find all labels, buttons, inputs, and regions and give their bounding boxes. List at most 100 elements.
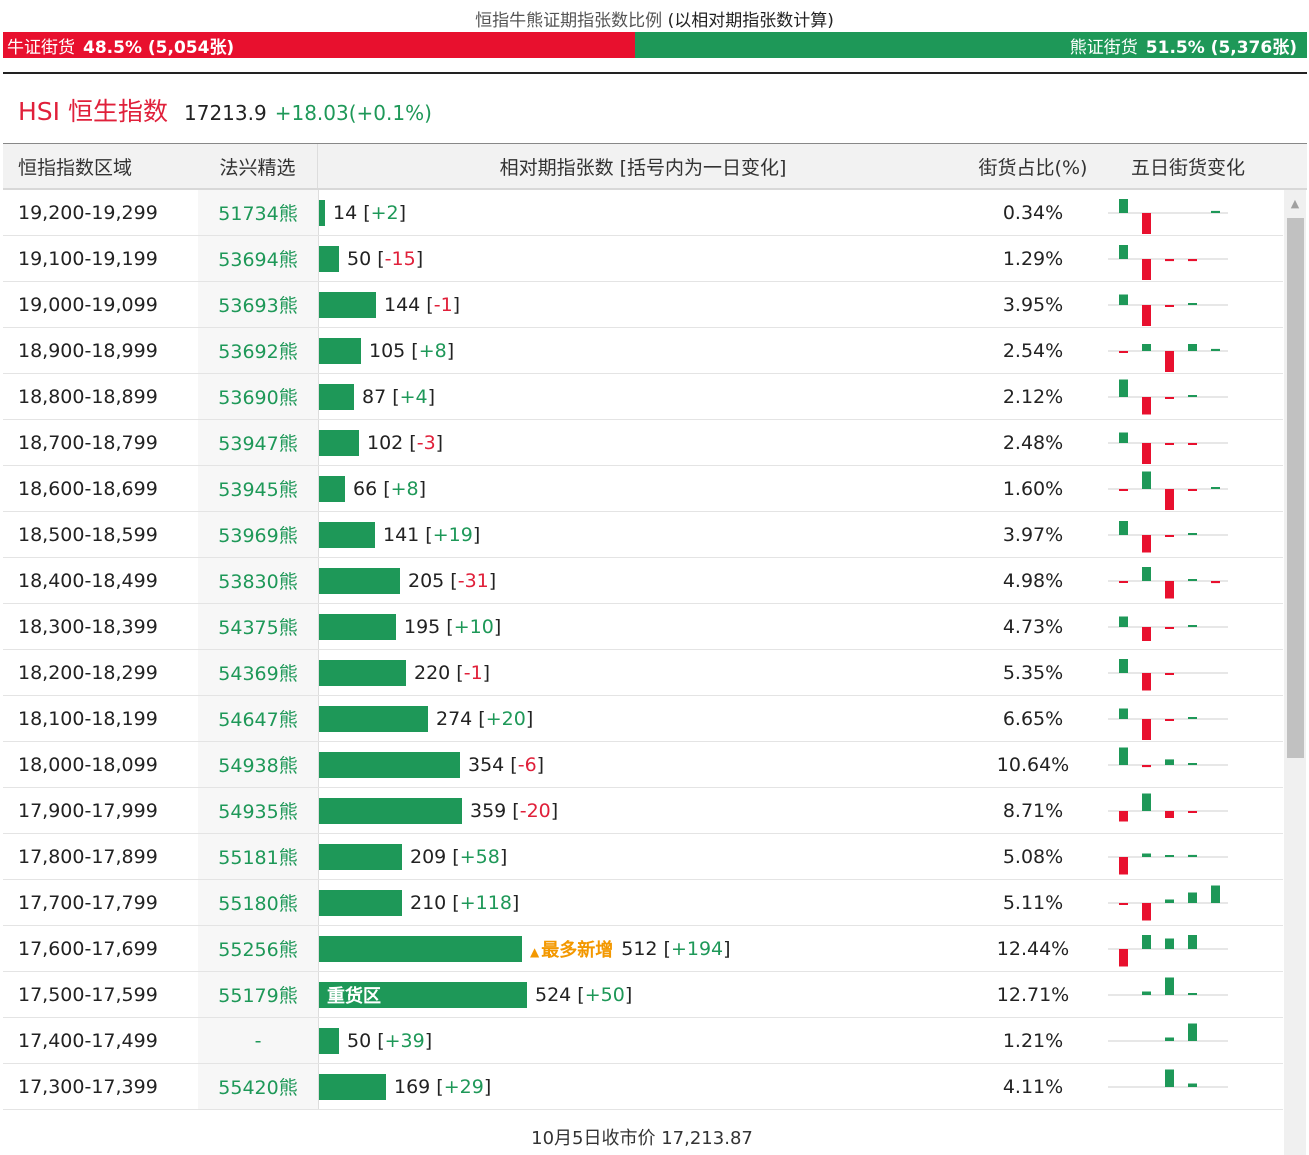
warrant-code-link[interactable]: 54375熊 [198, 604, 318, 649]
spark-bar [1165, 1069, 1174, 1087]
spark-bar [1142, 626, 1151, 641]
warrant-code-link[interactable]: 55420熊 [198, 1064, 318, 1109]
warrant-code-link[interactable]: - [198, 1018, 318, 1063]
five-day-spark [1098, 282, 1283, 327]
spark-bar [1142, 764, 1151, 767]
count-value: 87 [362, 385, 387, 408]
count-delta: +19 [432, 523, 473, 546]
count-bar-cell: 66 [+8] [318, 466, 968, 511]
five-day-spark [1098, 604, 1283, 649]
spark-bar [1165, 580, 1174, 598]
warrant-code-link[interactable]: 55180熊 [198, 880, 318, 925]
warrant-code-link[interactable]: 53947熊 [198, 420, 318, 465]
count-label: 205 [-31] [408, 569, 497, 592]
bull-segment: 牛证街货 48.5% (5,054张) [3, 32, 636, 58]
warrant-code-link[interactable]: 54647熊 [198, 696, 318, 741]
warrant-code-link[interactable]: 53692熊 [198, 328, 318, 373]
share-cell: 4.98% [1002, 569, 1064, 592]
warrant-code-link[interactable]: 54935熊 [198, 788, 318, 833]
five-day-spark [1098, 696, 1283, 741]
count-value: 359 [470, 799, 507, 822]
warrant-code-link[interactable]: 54369熊 [198, 650, 318, 695]
title-main: 恒指牛熊证期指张数比例 [475, 11, 663, 31]
spark-bar [1119, 198, 1128, 213]
scroll-up-arrow-icon[interactable]: ▲ [1290, 196, 1300, 210]
warrant-code-link[interactable]: 54938熊 [198, 742, 318, 787]
spark-bar [1165, 304, 1174, 307]
five-day-spark [1098, 466, 1283, 511]
spark-bar [1142, 902, 1151, 920]
warrant-code-link[interactable]: 55181熊 [198, 834, 318, 879]
five-day-spark [1098, 650, 1283, 695]
count-delta: +4 [399, 385, 428, 408]
count-bar [319, 199, 325, 226]
col-header-5day: 五日街货变化 [1130, 156, 1245, 179]
count-bar [319, 475, 345, 502]
share-cell: 1.21% [1002, 1029, 1064, 1052]
count-delta: -20 [519, 799, 551, 822]
cbbc-table: 恒指指数区域 法兴精选 相对期指张数 [括号内为一日变化] 街货占比(%) 五日… [3, 143, 1307, 1110]
table-row: 17,700-17,799 55180熊 210 [+118] 5.11% [3, 880, 1283, 926]
count-bar-cell: 210 [+118] [318, 880, 968, 925]
share-cell: 2.12% [1002, 385, 1064, 408]
warrant-code-link[interactable]: 53945熊 [198, 466, 318, 511]
count-delta: +58 [459, 845, 500, 868]
range-cell: 18,200-18,299 [18, 661, 158, 684]
spark-bar [1119, 379, 1128, 397]
share-cell: 3.95% [1002, 293, 1064, 316]
bull-label: 牛证街货 [7, 37, 75, 58]
spark-bar [1165, 672, 1174, 675]
range-cell: 19,200-19,299 [18, 201, 158, 224]
count-bar [319, 935, 522, 962]
spark-bar [1165, 258, 1174, 261]
count-value: 512 [621, 937, 658, 960]
scrollbar-thumb[interactable] [1287, 218, 1304, 758]
count-bar-cell: 141 [+19] [318, 512, 968, 557]
spark-bar [1211, 885, 1220, 903]
spark-bar [1119, 708, 1128, 719]
spark-bar [1165, 396, 1174, 399]
count-delta: +194 [670, 937, 724, 960]
table-header: 恒指指数区域 法兴精选 相对期指张数 [括号内为一日变化] 街货占比(%) 五日… [3, 143, 1307, 190]
count-value: 210 [410, 891, 447, 914]
count-bar [319, 521, 375, 548]
spark-bar [1165, 938, 1174, 949]
table-row: 18,900-18,999 53692熊 105 [+8] 2.54% [3, 328, 1283, 374]
share-cell: 4.73% [1002, 615, 1064, 638]
spark-svg [1108, 934, 1228, 966]
warrant-code-link[interactable]: 53969熊 [198, 512, 318, 557]
warrant-code-link[interactable]: 55179熊 [198, 972, 318, 1017]
table-body: 19,200-19,299 51734熊 14 [+2] 0.34% 19,100-19… [3, 190, 1283, 1110]
spark-bar [1188, 810, 1197, 813]
share-cell: 2.54% [1002, 339, 1064, 362]
spark-bar [1165, 442, 1174, 445]
count-bar-cell: 220 [-1] [318, 650, 968, 695]
table-row: 19,100-19,199 53694熊 50 [-15] 1.29% [3, 236, 1283, 282]
share-cell: 5.08% [1002, 845, 1064, 868]
warrant-code-link[interactable]: 53830熊 [198, 558, 318, 603]
warrant-code-link[interactable]: 51734熊 [198, 190, 318, 235]
count-bar [319, 383, 354, 410]
count-label: 524 [+50] [535, 983, 633, 1006]
warrant-code-link[interactable]: 53694熊 [198, 236, 318, 281]
spark-bar [1119, 658, 1128, 673]
table-row: 17,800-17,899 55181熊 209 [+58] 5.08% [3, 834, 1283, 880]
spark-bar [1188, 343, 1197, 351]
warrant-code-link[interactable]: 53693熊 [198, 282, 318, 327]
spark-bar [1142, 471, 1151, 489]
count-bar-cell: 205 [-31] [318, 558, 968, 603]
five-day-spark [1098, 972, 1283, 1017]
range-cell: 18,500-18,599 [18, 523, 158, 546]
table-row: 18,700-18,799 53947熊 102 [-3] 2.48% [3, 420, 1283, 466]
count-bar-cell: 87 [+4] [318, 374, 968, 419]
count-bar-cell: 最多新增 512 [+194] [318, 926, 968, 971]
five-day-spark [1098, 236, 1283, 281]
warrant-code-link[interactable]: 55256熊 [198, 926, 318, 971]
warrant-code-link[interactable]: 53690熊 [198, 374, 318, 419]
range-cell: 17,600-17,699 [18, 937, 158, 960]
count-label: 87 [+4] [362, 385, 436, 408]
spark-svg [1108, 432, 1228, 464]
count-label: 220 [-1] [414, 661, 491, 684]
count-delta: -6 [517, 753, 537, 776]
spark-bar [1142, 343, 1151, 351]
